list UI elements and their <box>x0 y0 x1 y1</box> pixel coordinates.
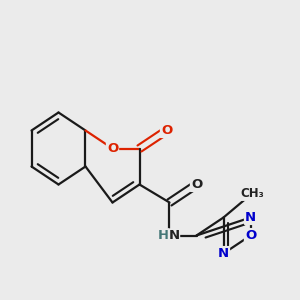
Text: O: O <box>107 142 118 155</box>
Text: O: O <box>245 229 256 242</box>
Text: N: N <box>218 247 229 260</box>
Text: H: H <box>157 229 169 242</box>
Text: O: O <box>191 178 202 191</box>
Text: N: N <box>168 229 180 242</box>
Text: CH₃: CH₃ <box>240 187 264 200</box>
Text: N: N <box>245 211 256 224</box>
Text: O: O <box>161 124 172 137</box>
